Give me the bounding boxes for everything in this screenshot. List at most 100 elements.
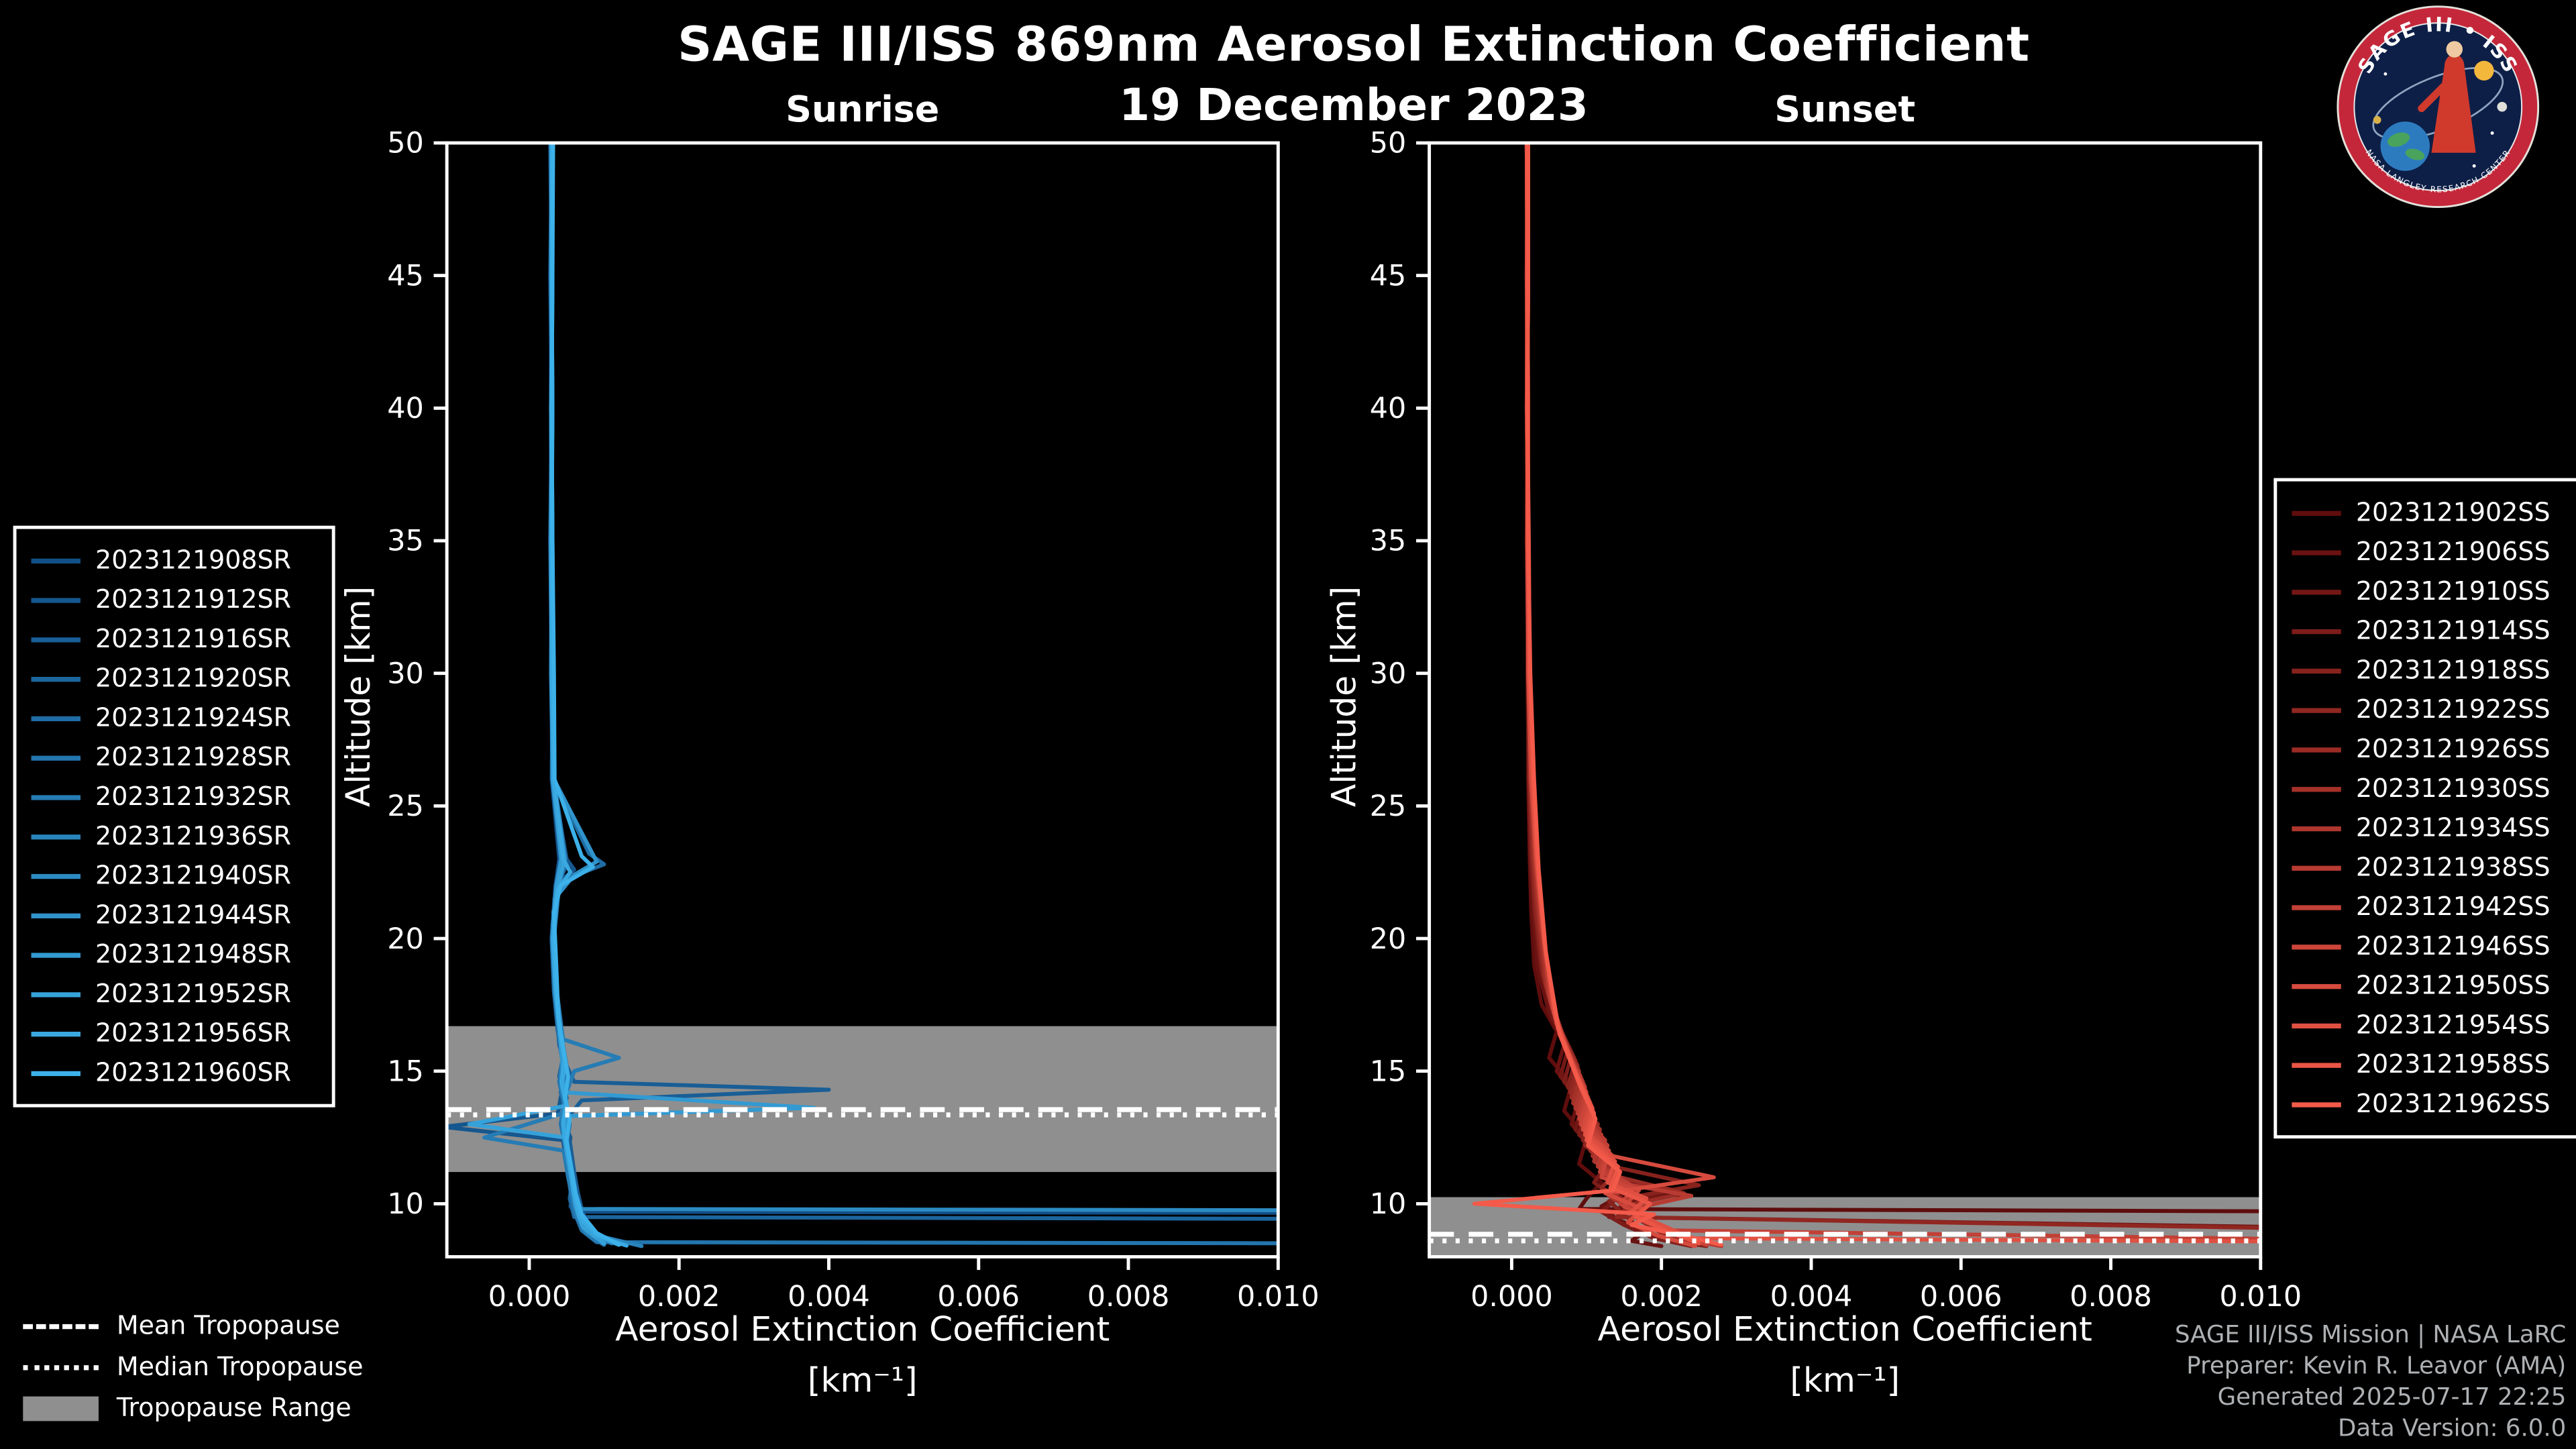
credit-data-version: Data Version: 6.0.0 [2338, 1415, 2567, 1442]
y-tick-label: 45 [1370, 259, 1407, 292]
y-tick-label: 15 [387, 1055, 424, 1088]
legend-swatch [2292, 943, 2341, 949]
legend-label: 2023121930SS [2355, 773, 2551, 804]
median-tropopause-swatch [23, 1364, 99, 1370]
y-tick-label: 10 [387, 1187, 424, 1221]
series-line [1524, 143, 2261, 1230]
logo-star-3 [2472, 164, 2476, 168]
legend-label: 2023121926SS [2355, 734, 2551, 764]
legend-swatch [2292, 628, 2341, 634]
legend-swatch [31, 873, 81, 878]
series-line [1524, 143, 1701, 1246]
legend-item: 2023121958SS [2292, 1045, 2576, 1085]
legend-item: 2023121950SS [2292, 966, 2576, 1006]
series-line [549, 143, 621, 1247]
x-tick-label: 0.002 [638, 1280, 720, 1313]
legend-item: 2023121914SS [2292, 611, 2576, 651]
legend-swatch [2292, 825, 2341, 830]
legend-swatch [31, 557, 81, 563]
y-tick-label: 35 [387, 525, 424, 558]
mean-tropopause-label: Mean Tropopause [116, 1311, 340, 1341]
logo-earth [2380, 121, 2430, 171]
legend-swatch [31, 715, 81, 720]
legend-label: 2023121954SS [2355, 1010, 2551, 1040]
y-tick-label: 30 [1370, 657, 1407, 690]
logo-star-2 [2490, 131, 2494, 135]
legend-item: 2023121938SS [2292, 848, 2576, 888]
legend-label: 2023121952SR [95, 979, 292, 1009]
series-line [1525, 143, 2261, 1244]
legend-label: 2023121936SR [95, 821, 292, 851]
y-tick-label: 25 [1370, 790, 1407, 823]
median-tropopause-legend-item: Median Tropopause [23, 1352, 363, 1382]
figure-date: 19 December 2023 [1119, 80, 1589, 131]
sunrise-subplot-title: Sunrise [786, 90, 940, 131]
series-line [1524, 143, 1694, 1248]
sunrise-x-axis-label: Aerosol Extinction Coefficient [km⁻¹] [447, 1304, 1278, 1405]
series-line [1524, 143, 1701, 1246]
legend-swatch [31, 636, 81, 642]
legend-label: 2023121944SR [95, 900, 292, 930]
legend-label: 2023121910SS [2355, 576, 2551, 606]
series-line [1524, 143, 1720, 1248]
credits: SAGE III/ISS Mission | NASA LaRC Prepare… [2175, 1320, 2566, 1446]
legend-item: 2023121928SR [31, 738, 317, 777]
legend-swatch [2292, 588, 2341, 594]
sunset-legend: 2023121902SS 2023121906SS 2023121910SS 2023… [2273, 478, 2576, 1139]
legend-item: 2023121924SR [31, 698, 317, 738]
legend-item: 2023121922SS [2292, 690, 2576, 730]
x-tick-label: 0.006 [1920, 1280, 2002, 1313]
legend-swatch [31, 597, 81, 602]
series-line [1524, 143, 1723, 1248]
tropopause-legend: Mean Tropopause Median Tropopause Tropop… [23, 1311, 363, 1423]
legend-swatch [31, 676, 81, 682]
legend-item: 2023121910SS [2292, 572, 2576, 611]
sunset-plot: 0.000 0.002 0.004 0.006 0.008 0.010 10 15 20 25 30… [1370, 127, 2302, 1313]
legend-item: 2023121936SR [31, 816, 317, 856]
y-tick-label: 40 [387, 392, 424, 425]
logo-sage-figure [2431, 54, 2476, 153]
legend-swatch [2292, 865, 2341, 870]
legend-item: 2023121944SR [31, 896, 317, 935]
x-tick-label: 0.008 [1087, 1280, 1170, 1313]
legend-label: 2023121922SS [2355, 694, 2551, 725]
legend-swatch [31, 1070, 81, 1075]
legend-item: 2023121930SS [2292, 769, 2576, 808]
legend-swatch [2292, 1022, 2341, 1028]
x-tick-label: 0.002 [1620, 1280, 1703, 1313]
figure-title: SAGE III/ISS 869nm Aerosol Extinction Co… [678, 16, 2030, 72]
x-tick-label: 0.000 [1470, 1280, 1553, 1313]
legend-swatch [31, 952, 81, 957]
y-tick-label: 50 [1370, 127, 1407, 160]
legend-label: 2023121938SS [2355, 853, 2551, 883]
legend-swatch [2292, 1062, 2341, 1067]
plot-frame [1428, 141, 2263, 1258]
series-line [1524, 143, 1709, 1248]
legend-label: 2023121912SR [95, 584, 292, 614]
credit-generated: Generated 2025-07-17 22:25 [2217, 1384, 2567, 1411]
legend-item: 2023121912SR [31, 580, 317, 619]
legend-item: 2023121908SR [31, 541, 317, 580]
legend-label: 2023121928SR [95, 742, 292, 773]
legend-item: 2023121940SR [31, 856, 317, 896]
x-tick-label: 0.004 [788, 1280, 870, 1313]
logo-planet-2 [2373, 115, 2381, 124]
legend-label: 2023121940SR [95, 861, 292, 891]
y-tick-label: 50 [387, 127, 424, 160]
sunrise-x-axis-unit: [km⁻¹] [807, 1360, 918, 1399]
x-tick-label: 0.000 [488, 1280, 571, 1313]
series-line [1524, 143, 1709, 1247]
legend-item: 2023121960SR [31, 1053, 317, 1093]
sunset-subplot-title: Sunset [1774, 90, 1916, 131]
legend-swatch [31, 794, 81, 800]
legend-swatch [2292, 510, 2341, 515]
tropopause-range-swatch [23, 1395, 99, 1421]
sunrise-plot: 0.000 0.002 0.004 0.006 0.008 0.010 10 15 20 25 30… [387, 127, 1319, 1313]
legend-swatch [31, 833, 81, 839]
x-tick-label: 0.010 [2219, 1280, 2302, 1313]
legend-label: 2023121950SS [2355, 971, 2551, 1001]
series-line [1524, 143, 1716, 1248]
y-tick-label: 20 [387, 922, 424, 956]
legend-item: 2023121962SS [2292, 1084, 2576, 1124]
